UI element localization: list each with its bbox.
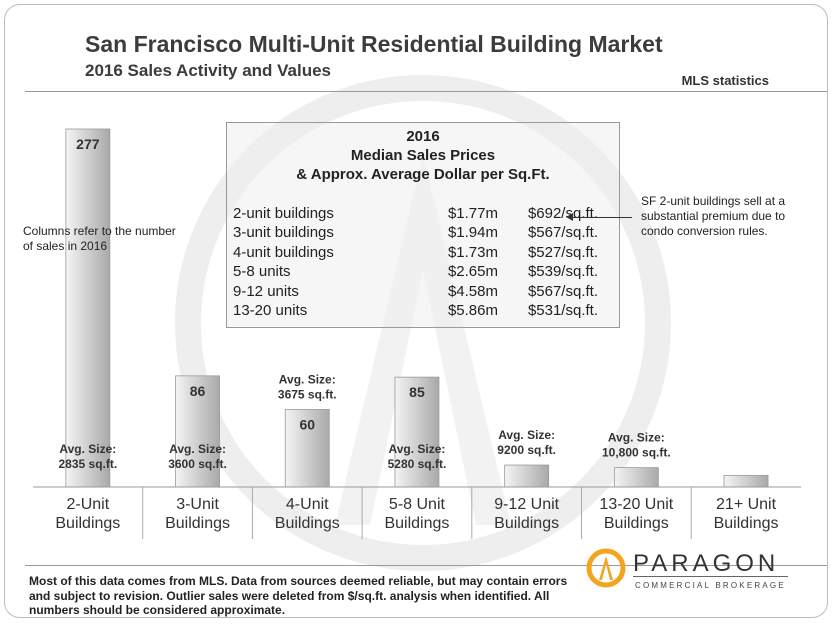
footer-divider [25, 565, 827, 566]
premium-note: SF 2-unit buildings sell at a substantia… [641, 194, 786, 238]
avg-size-label: Avg. Size: [608, 431, 665, 445]
price-box-year: 2016 [406, 128, 440, 145]
price-per-sqft: $531/sq.ft. [527, 301, 598, 319]
logo-rule [633, 576, 788, 577]
columns-note: Columns refer to the number of sales in … [23, 224, 176, 253]
median-price-box: 2016 Median Sales Prices & Approx. Avera… [226, 122, 620, 328]
avg-size-label: Avg. Size: [279, 372, 336, 386]
building-type: 9-12 units [233, 282, 299, 300]
bar [504, 464, 550, 488]
bar [613, 467, 659, 488]
bar-value-label: 85 [409, 384, 425, 400]
median-price: $4.58m [447, 282, 498, 300]
median-price: $1.94m [447, 224, 498, 242]
watermark-logo [175, 75, 671, 571]
median-price: $1.77m [447, 205, 498, 222]
price-per-sqft: $567/sq.ft. [527, 224, 598, 242]
category-label: 3-Unit [176, 496, 219, 513]
price-row: 2-unit buildings $1.77m $692/sq.ft. [233, 205, 598, 224]
median-price: $1.73m [447, 243, 498, 261]
bar [65, 128, 111, 488]
building-type: 4-unit buildings [233, 243, 334, 261]
building-type: 2-unit buildings [233, 205, 334, 222]
price-per-sqft: $567/sq.ft. [527, 282, 598, 300]
chart-title: San Francisco Multi-Unit Residential Bui… [85, 31, 663, 57]
median-price: $5.86m [447, 301, 498, 319]
category-label: Buildings [275, 515, 340, 532]
price-row: 13-20 units $5.86m $531/sq.ft. [233, 302, 598, 321]
bar-value-label: 86 [190, 383, 206, 399]
price-per-sqft: $527/sq.ft. [527, 243, 598, 261]
avg-size-label: 10,800 sq.ft. [602, 446, 671, 460]
avg-size-label: 3600 sq.ft. [168, 457, 227, 471]
category-label: 4-Unit [286, 496, 329, 513]
paragon-logo-icon [586, 548, 626, 588]
category-label: Buildings [165, 515, 230, 532]
building-type: 13-20 units [233, 301, 308, 319]
category-label: Buildings [384, 515, 449, 532]
price-table: 2-unit buildings $1.77m $692/sq.ft. 3-unit… [233, 205, 598, 321]
avg-size-label: Avg. Size: [388, 442, 445, 456]
price-row: 9-12 units $4.58m $567/sq.ft. [233, 283, 598, 302]
bar [284, 409, 330, 488]
price-box-title: Median Sales Prices [350, 147, 496, 164]
avg-size-label: Avg. Size: [59, 442, 116, 456]
category-label: 2-Unit [67, 496, 110, 513]
bar-value-label: 60 [299, 416, 315, 432]
price-row: 4-unit buildings $1.73m $527/sq.ft. [233, 244, 598, 263]
price-box-subtitle: & Approx. Average Dollar per Sq.Ft. [296, 166, 550, 183]
footer-disclaimer: Most of this data comes from MLS. Data f… [29, 574, 568, 617]
category-label: 9-12 Unit [494, 496, 559, 513]
building-type: 3-unit buildings [233, 224, 334, 242]
category-label: Buildings [714, 515, 779, 532]
bar [723, 474, 769, 488]
bar [175, 375, 220, 488]
logo-tagline: COMMERCIAL BROKERAGE [635, 581, 786, 590]
price-row: 5-8 units $2.65m $539/sq.ft. [233, 263, 598, 282]
category-label: Buildings [604, 515, 669, 532]
logo-wordmark: PARAGON [633, 550, 780, 577]
bar-value-label: 277 [76, 136, 100, 152]
callout-arrow-icon [566, 213, 573, 221]
price-row: 3-unit buildings $1.94m $567/sq.ft. [233, 224, 598, 243]
avg-size-label: Avg. Size: [169, 442, 226, 456]
median-price: $2.65m [447, 263, 498, 281]
callout-arrow-line [570, 217, 632, 218]
category-label: Buildings [55, 515, 120, 532]
category-label: 21+ Unit [716, 496, 777, 513]
avg-size-label: 5280 sq.ft. [388, 457, 447, 471]
avg-size-label: 9200 sq.ft. [497, 443, 556, 457]
category-label: Buildings [494, 515, 559, 532]
category-label: 13-20 Unit [599, 496, 673, 513]
building-type: 5-8 units [233, 263, 291, 281]
category-label: 5-8 Unit [389, 496, 446, 513]
chart-frame: San Francisco Multi-Unit Residential Bui… [4, 4, 828, 618]
avg-size-label: 2835 sq.ft. [58, 457, 117, 471]
price-box-heading: 2016 Median Sales Prices & Approx. Avera… [227, 127, 619, 184]
source-label: MLS statistics [681, 73, 769, 88]
header-divider [25, 91, 827, 92]
chart-subtitle: 2016 Sales Activity and Values [85, 61, 332, 80]
avg-size-label: Avg. Size: [498, 428, 555, 442]
bar [394, 376, 440, 488]
price-per-sqft: $539/sq.ft. [527, 263, 598, 281]
price-per-sqft: $692/sq.ft. [527, 205, 598, 222]
avg-size-label: 3675 sq.ft. [278, 387, 337, 401]
